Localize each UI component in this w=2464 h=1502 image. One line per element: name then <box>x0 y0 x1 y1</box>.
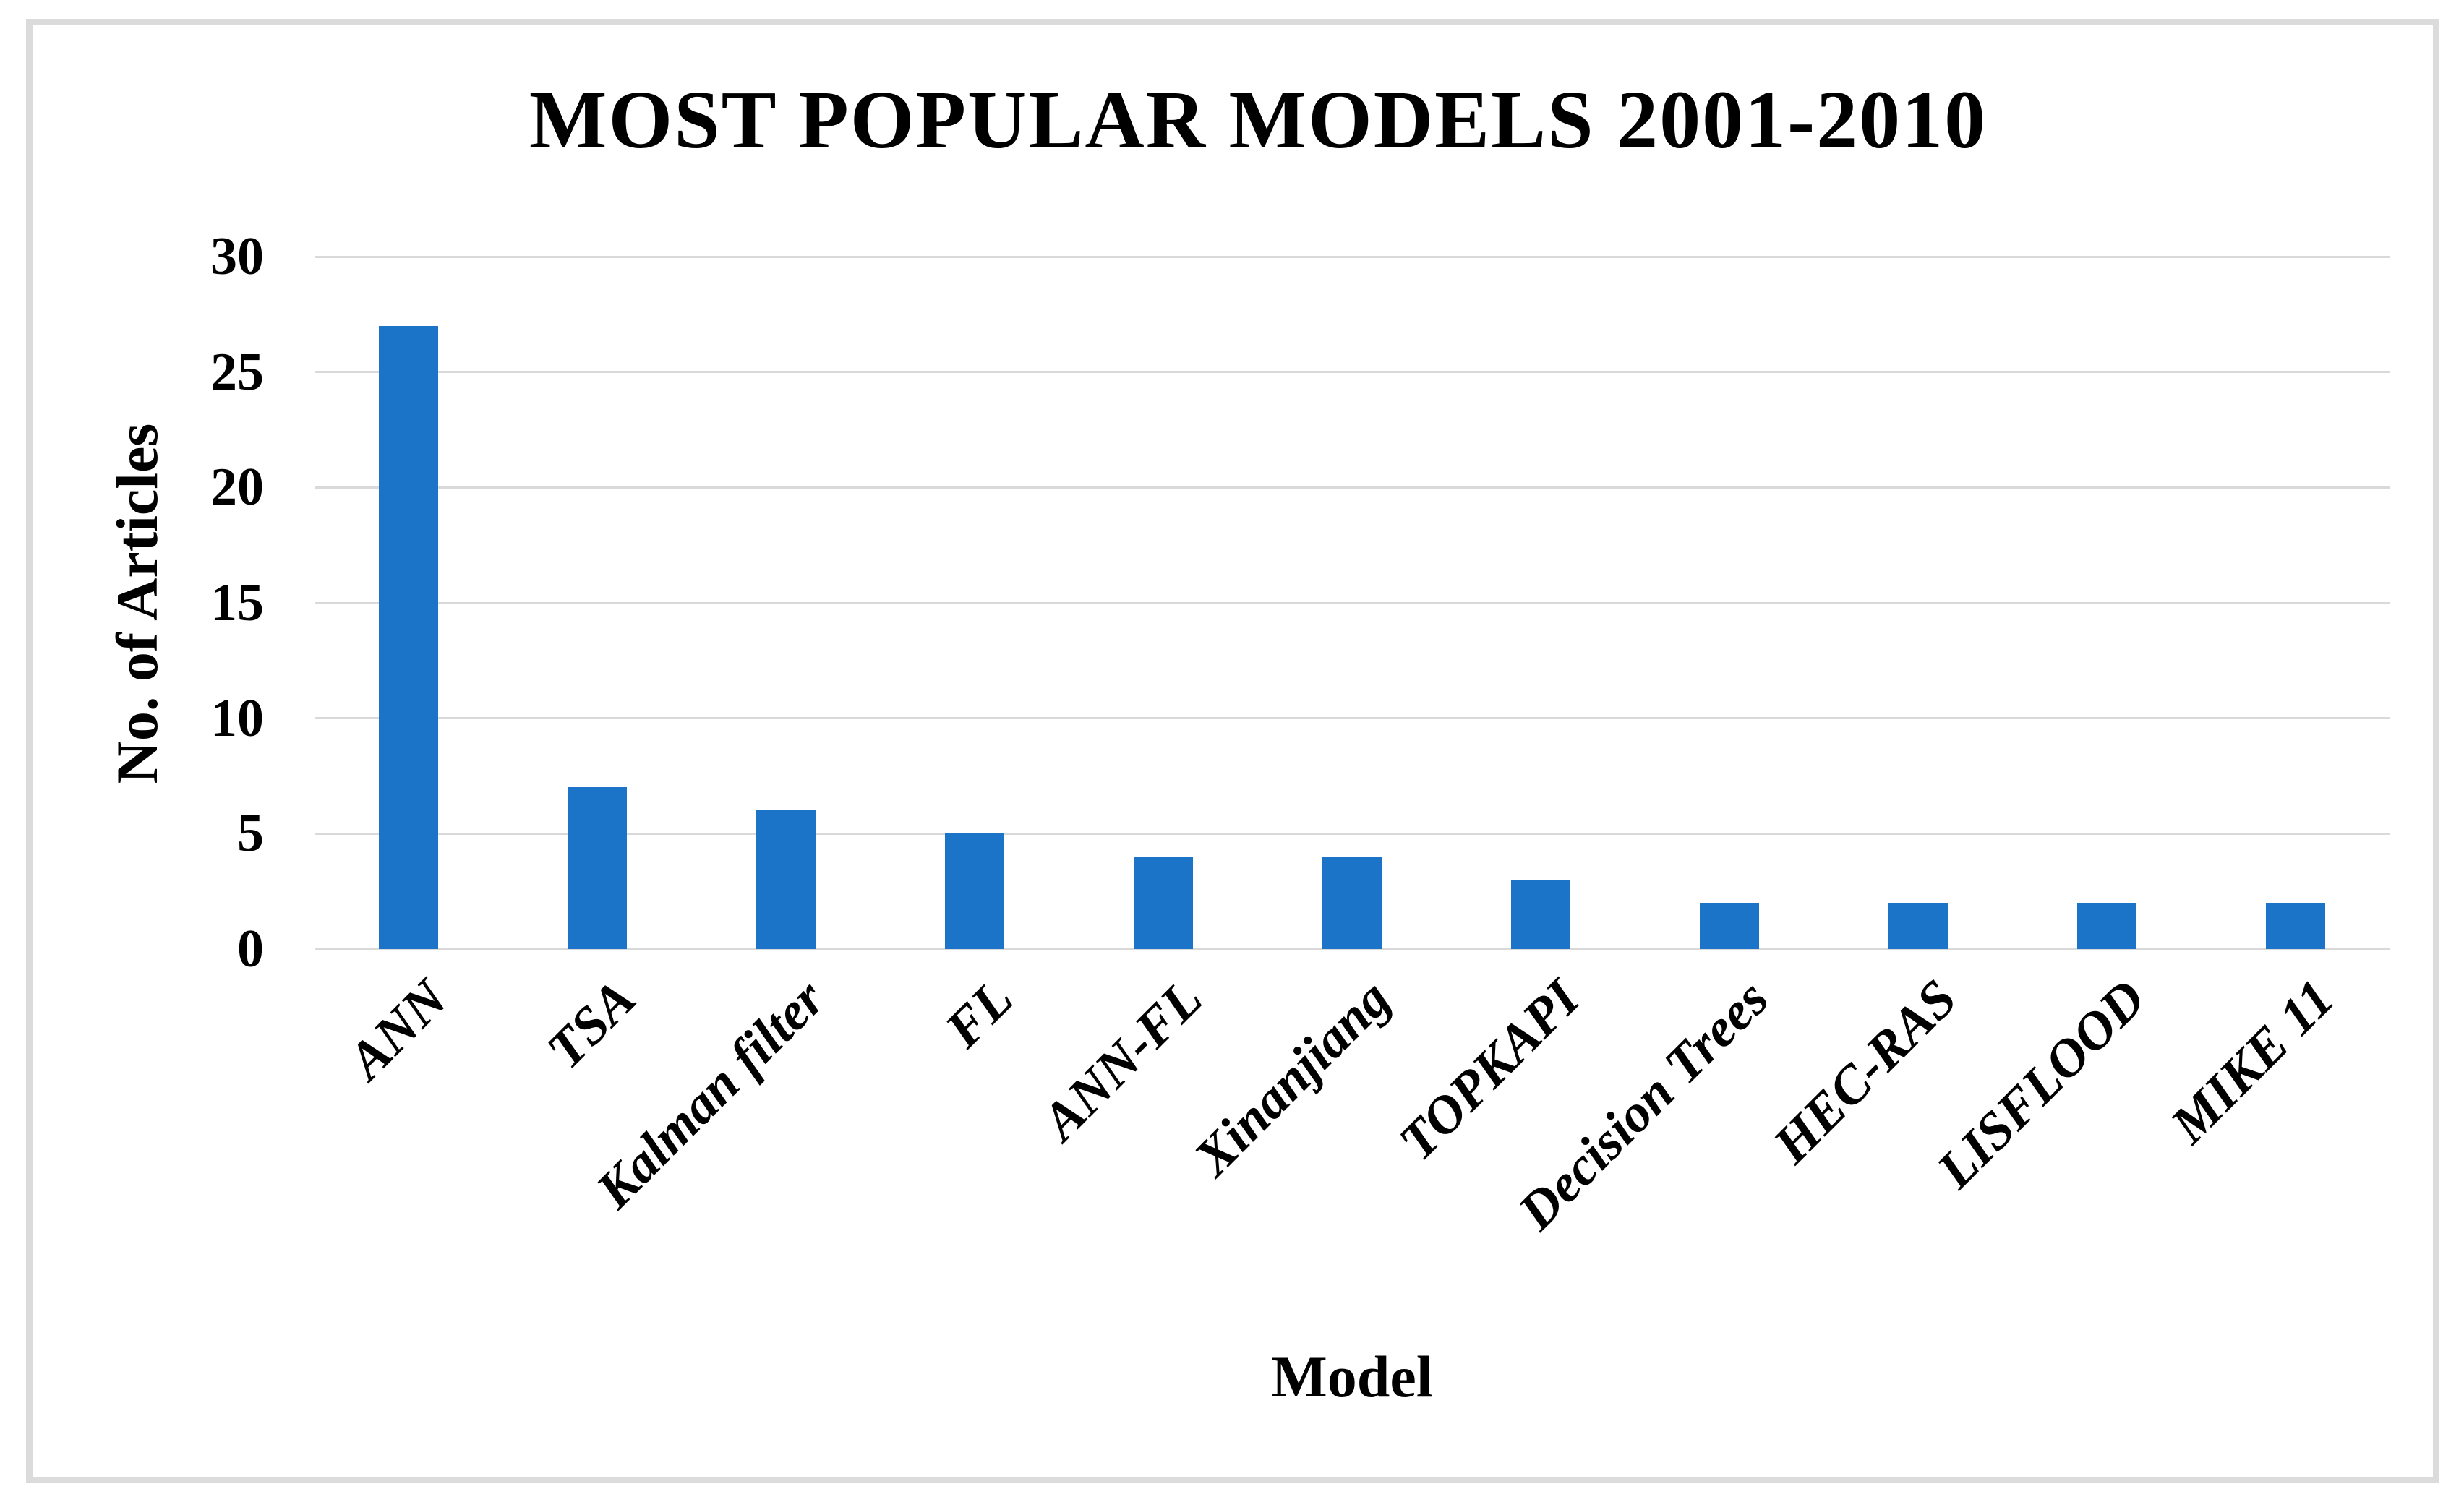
bar-hec-ras <box>1888 903 1948 949</box>
bar-xinanjiang <box>1322 857 1382 949</box>
bar-ann <box>379 326 438 949</box>
bar-ann-fl <box>1134 857 1193 949</box>
x-axis-line <box>315 948 2390 950</box>
bar-mike-11 <box>2266 903 2325 949</box>
y-tick-label: 5 <box>237 804 264 863</box>
y-tick-label: 15 <box>210 573 264 632</box>
gridline <box>315 371 2390 373</box>
gridline <box>315 486 2390 489</box>
y-tick-label: 10 <box>210 689 264 748</box>
gridline <box>315 256 2390 258</box>
bar-lisflood <box>2077 903 2136 949</box>
bar-fl <box>945 833 1004 949</box>
bar-decision-trees <box>1700 903 1759 949</box>
y-tick-label: 0 <box>237 919 264 979</box>
chart-title: MOST POPULAR MODELS 2001-2010 <box>529 74 1988 166</box>
gridline <box>315 602 2390 604</box>
gridline <box>315 833 2390 835</box>
bar-topkapi <box>1511 880 1570 949</box>
y-tick-label: 30 <box>210 227 264 286</box>
bar-tsa <box>568 787 627 949</box>
y-tick-label: 25 <box>210 343 264 402</box>
y-tick-label: 20 <box>210 458 264 517</box>
bar-kalman-filter <box>756 810 816 949</box>
x-axis-title: Model <box>1271 1344 1433 1409</box>
gridline <box>315 717 2390 719</box>
